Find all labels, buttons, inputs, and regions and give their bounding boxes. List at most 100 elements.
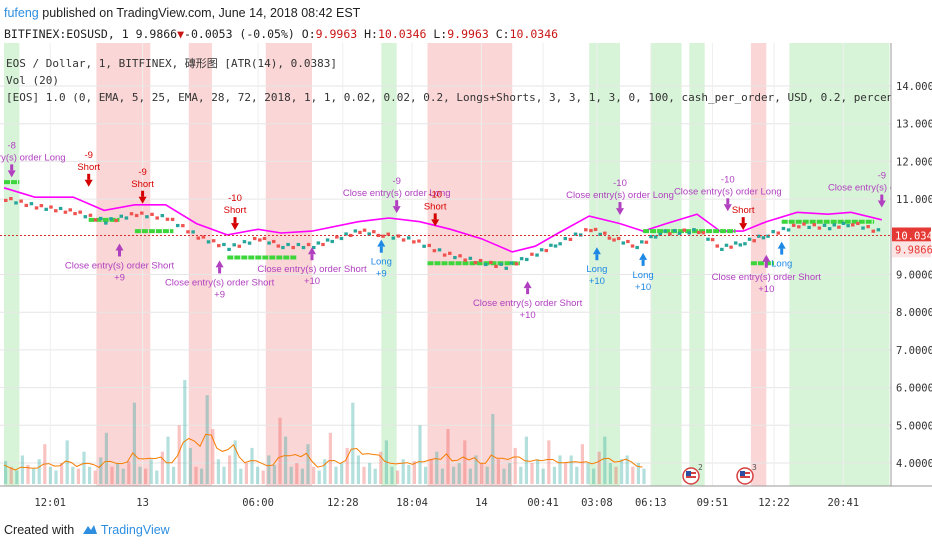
x-tick-label: 06:13 [635,497,667,509]
price-axis[interactable] [891,43,932,486]
prev-price-tag-text: 9.9866 [895,244,932,256]
down-brick [630,244,635,248]
down-brick [88,213,93,217]
short-zone [265,43,312,486]
arrow-stem [741,217,745,224]
y-tick-label: 11.0000 [896,194,932,206]
volume-bar [20,455,24,484]
price-chart[interactable]: Close entry(s) order Long-8Short-9Short-… [0,43,932,520]
arrow-down-icon [138,196,147,204]
down-brick [866,225,870,229]
symbol-label: BITFINEX:EOSUSD, 1 [4,27,129,41]
volume-bar [228,455,232,484]
down-brick [710,238,715,242]
volume-bar [592,468,596,484]
tradingview-brand[interactable]: TradingView [100,523,170,537]
volume-bar [82,451,86,484]
volume-bar [340,463,344,484]
down-brick [54,209,58,213]
up-brick [468,256,473,260]
arrow-down-icon [231,223,239,231]
down-brick [644,240,649,244]
x-tick-label: 13 [136,497,149,509]
volume-bar [205,395,209,484]
volume-bar [547,440,551,484]
volume-bar [200,468,204,484]
up-brick [406,236,411,240]
volume-bar [323,459,327,484]
up-brick [281,245,285,250]
arrow-stem [433,213,437,220]
high-label: H: [364,27,378,41]
arrow-stem [87,173,91,180]
volume-bar [121,468,125,484]
up-brick [663,229,667,233]
down-brick [817,226,822,230]
down-brick [752,239,756,243]
volume-bar [93,470,97,484]
arrow-stem [218,267,222,274]
up-brick [720,247,724,252]
up-brick [267,241,271,245]
down-brick [489,260,493,265]
up-brick [191,230,195,234]
long-signal: Long [771,241,792,270]
volume-bar [513,447,517,484]
up-brick [124,216,129,220]
volume-bar [211,429,215,484]
down-brick [701,231,706,235]
signal-qty: +10 [304,276,320,287]
legend-symbol: EOS / Dollar, 1, BITFINEX, 磚形图 [ATR(14),… [6,57,337,70]
arrow-up-icon [592,247,601,255]
volume-bar [356,455,360,484]
volume-bar [32,468,36,484]
down-brick [396,234,401,238]
down-brick [140,211,144,215]
volume-bar [4,461,8,484]
signal-label: Short [131,179,154,190]
up-brick [119,214,123,218]
y-tick-label: 7.0000 [896,345,932,357]
volume-bar [194,466,198,484]
down-brick [217,244,221,248]
long-signal: Long+9 [371,239,392,280]
volume-bar [26,464,30,484]
volume-bar [233,440,237,484]
volume-bar [76,468,80,484]
up-brick [598,232,602,236]
volume-bar [569,455,573,484]
long-signal: Long+10 [633,252,654,293]
volume-bar [261,470,265,484]
down-brick [150,212,154,216]
arrow-stem [641,259,645,266]
close-signal: Close entry(s) order Short+9 [65,243,174,283]
volume-bar [491,413,495,484]
close-signal: Close entry(s) order Short+10 [712,254,821,295]
arrow-stem [395,200,399,207]
event-count: 2 [698,463,703,472]
x-tick-label: 00:41 [527,497,559,509]
close-signal: Close entry(s) order Short+10 [473,281,583,321]
volume-bar [149,459,153,484]
volume-bar [188,447,192,484]
volume-bar [519,466,523,484]
volume-bar [597,451,601,484]
up-brick [14,201,18,205]
signal-qty: +10 [589,276,605,287]
up-brick [807,225,811,230]
down-brick [478,258,483,263]
x-tick-labels: 12:01 13 06:00 12:28 18:04 14 00:41 03:08 06:13 0… [34,497,859,509]
signal-qty: +9 [214,289,225,300]
close-signal: Close entry(s) order Short+10 [257,247,367,287]
down-brick [715,244,719,248]
volume-bar [138,466,142,484]
down-brick [401,238,406,242]
signal-label: Short [77,162,100,173]
up-brick [29,202,34,206]
signal-qty: -10 [613,178,627,189]
x-tick-label: 12:28 [327,497,359,509]
volume-bar [586,463,590,484]
open-value: 9.9963 [315,27,358,41]
arrow-stem [141,190,145,197]
author-link[interactable]: fufeng [4,6,39,20]
